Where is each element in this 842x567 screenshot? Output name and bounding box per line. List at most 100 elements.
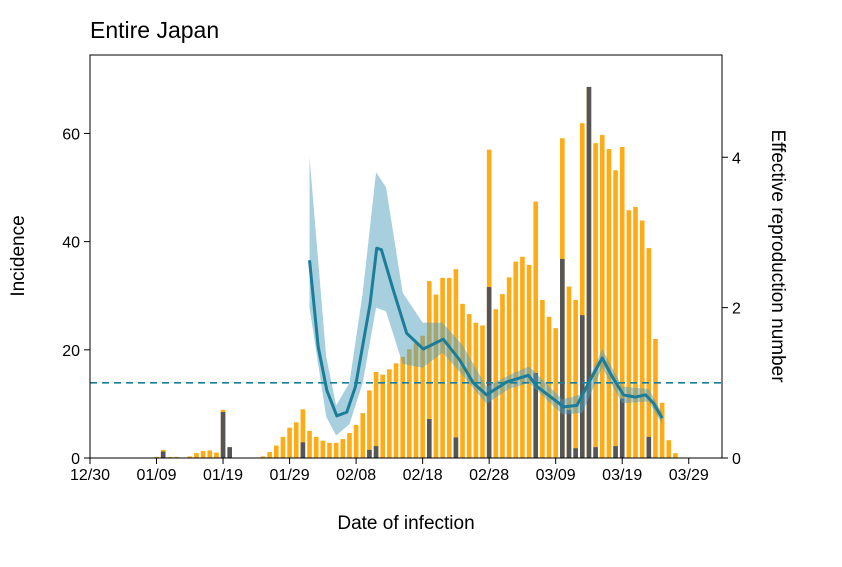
bar-total bbox=[613, 170, 618, 458]
bar-total bbox=[367, 390, 372, 458]
bar-total bbox=[573, 300, 578, 458]
bar-total bbox=[673, 453, 678, 458]
bar-total bbox=[566, 286, 572, 458]
bar-total bbox=[300, 409, 306, 458]
bar-total bbox=[407, 349, 412, 458]
bar-dark bbox=[367, 449, 372, 458]
x-tick-label: 12/30 bbox=[70, 467, 110, 484]
bar-dark bbox=[646, 436, 652, 458]
bar-dark bbox=[586, 86, 592, 458]
bar-total bbox=[413, 343, 419, 458]
y-tick-label: 40 bbox=[62, 235, 80, 252]
bar-dark bbox=[613, 446, 618, 458]
axes-group: 12/30 01/09 01/19 01/29 02/08 02/18 02/28 03/09… bbox=[62, 126, 741, 484]
bar-dark bbox=[533, 373, 539, 458]
bar-total bbox=[313, 436, 319, 458]
bar-total bbox=[194, 453, 199, 458]
bar-total bbox=[506, 277, 512, 458]
bar-total bbox=[207, 450, 213, 458]
x-tick-label: 02/08 bbox=[336, 467, 376, 484]
bar-total bbox=[167, 456, 173, 458]
bar-total bbox=[533, 201, 539, 458]
x-tick-label: 01/29 bbox=[270, 467, 310, 484]
bar-total bbox=[433, 294, 439, 458]
bar-dark bbox=[373, 446, 379, 458]
bar-total bbox=[440, 277, 445, 458]
r-mean-line bbox=[308, 246, 664, 419]
bar-total bbox=[500, 294, 505, 458]
bar-dark bbox=[619, 398, 625, 458]
bar-total bbox=[373, 371, 379, 458]
bar-dark bbox=[579, 315, 585, 458]
x-tick-label: 02/28 bbox=[469, 467, 509, 484]
bar-total bbox=[593, 143, 598, 458]
bar-total bbox=[659, 402, 665, 458]
bar-total bbox=[446, 277, 452, 458]
x-tick-label: 01/19 bbox=[203, 467, 243, 484]
bar-total bbox=[619, 146, 625, 459]
bar-total bbox=[599, 135, 605, 458]
bar-total bbox=[380, 374, 386, 458]
y2-tick-label: 2 bbox=[732, 301, 741, 318]
plot-frame bbox=[89, 54, 723, 459]
bar-total bbox=[360, 413, 366, 458]
bar-total bbox=[513, 261, 519, 458]
bar-total bbox=[606, 149, 612, 459]
bar-total bbox=[154, 456, 159, 458]
bar-dark bbox=[560, 258, 565, 458]
bar-dark bbox=[566, 409, 572, 458]
bar-total bbox=[174, 456, 179, 458]
x-tick-label: 03/09 bbox=[536, 467, 576, 484]
bar-total bbox=[646, 248, 652, 458]
y-tick-label: 20 bbox=[62, 343, 80, 360]
bar-total bbox=[347, 433, 352, 458]
bar-total bbox=[187, 456, 193, 458]
bars-group bbox=[154, 86, 678, 459]
bar-total bbox=[666, 440, 672, 458]
bar-dark bbox=[227, 447, 233, 458]
bar-total bbox=[387, 369, 392, 458]
bar-total bbox=[540, 300, 545, 458]
bar-total bbox=[340, 439, 346, 458]
bar-total bbox=[214, 452, 219, 458]
y-tick-label: 0 bbox=[71, 451, 80, 468]
y-axis-label: Incidence bbox=[8, 215, 29, 296]
bar-total bbox=[526, 264, 532, 458]
bar-total bbox=[320, 440, 326, 458]
bar-dark bbox=[486, 287, 492, 458]
bar-total bbox=[280, 436, 286, 458]
bar-dark bbox=[453, 437, 459, 458]
bar-total bbox=[653, 338, 658, 458]
bar-total bbox=[333, 442, 339, 458]
bar-total bbox=[273, 445, 279, 458]
bar-dark bbox=[426, 419, 432, 458]
bar-total bbox=[260, 456, 266, 458]
r-confidence-band bbox=[309, 157, 663, 436]
r-layer bbox=[90, 157, 722, 436]
bar-total bbox=[633, 207, 638, 458]
bar-dark bbox=[160, 451, 166, 458]
bar-total bbox=[267, 452, 272, 458]
x-tick-label: 02/18 bbox=[403, 467, 443, 484]
bar-total bbox=[460, 303, 465, 458]
bar-total bbox=[520, 256, 525, 458]
y2-tick-label: 0 bbox=[732, 451, 741, 468]
x-tick-label: 03/29 bbox=[669, 467, 709, 484]
bar-total bbox=[307, 430, 312, 458]
bar-total bbox=[393, 363, 399, 458]
bar-total bbox=[287, 427, 292, 458]
bar-total bbox=[293, 422, 299, 458]
x-axis-label: Date of infection bbox=[337, 513, 474, 534]
y-tick-label: 60 bbox=[62, 126, 80, 143]
bar-total bbox=[466, 314, 472, 458]
x-tick-label: 03/19 bbox=[602, 467, 642, 484]
bar-total bbox=[420, 335, 425, 458]
x-tick-label: 01/09 bbox=[137, 467, 177, 484]
bar-dark bbox=[593, 447, 598, 458]
bar-total bbox=[579, 123, 585, 458]
bar-total bbox=[327, 442, 332, 458]
bar-dark bbox=[220, 412, 226, 458]
bar-total bbox=[200, 450, 206, 458]
bar-dark bbox=[573, 448, 578, 458]
